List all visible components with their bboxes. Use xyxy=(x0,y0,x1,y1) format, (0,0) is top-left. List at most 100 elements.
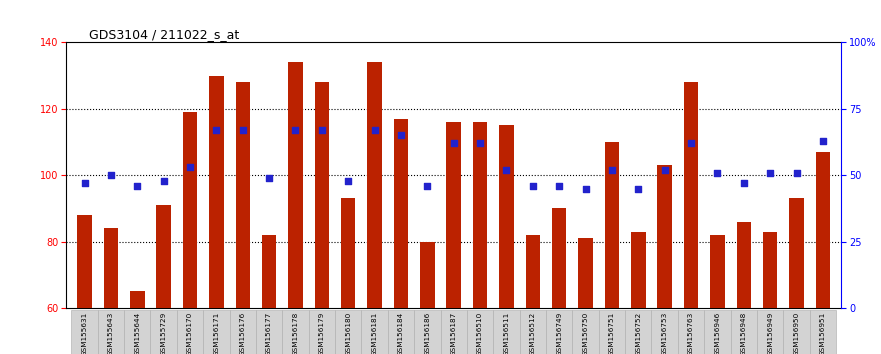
Bar xyxy=(182,112,197,308)
Point xyxy=(789,170,803,176)
Text: GSM156187: GSM156187 xyxy=(451,312,456,354)
Bar xyxy=(757,310,783,354)
Point xyxy=(763,170,777,176)
Text: GSM156763: GSM156763 xyxy=(688,312,694,354)
Bar xyxy=(361,310,388,354)
Point xyxy=(710,170,724,176)
Bar xyxy=(546,310,573,354)
Bar xyxy=(473,122,487,308)
Bar xyxy=(98,310,124,354)
Text: GSM156171: GSM156171 xyxy=(213,312,219,354)
Point xyxy=(183,164,197,170)
Bar xyxy=(493,310,520,354)
Bar xyxy=(631,232,646,308)
Bar xyxy=(704,310,730,354)
Text: GSM156178: GSM156178 xyxy=(292,312,299,354)
Bar xyxy=(315,82,329,308)
Bar xyxy=(71,310,98,354)
Point xyxy=(262,175,276,181)
Bar xyxy=(520,310,546,354)
Point xyxy=(367,127,381,133)
Point xyxy=(104,172,118,178)
Text: GSM156949: GSM156949 xyxy=(767,312,774,354)
Point xyxy=(605,167,619,173)
Text: GSM156179: GSM156179 xyxy=(319,312,325,354)
Bar xyxy=(789,199,803,308)
Bar xyxy=(626,310,651,354)
Text: GSM156749: GSM156749 xyxy=(556,312,562,354)
Text: GSM156752: GSM156752 xyxy=(635,312,641,354)
Point xyxy=(447,141,461,146)
Point xyxy=(420,183,434,189)
Bar xyxy=(177,310,204,354)
Bar xyxy=(157,205,171,308)
Bar xyxy=(573,310,599,354)
Point xyxy=(684,141,698,146)
Bar xyxy=(500,125,514,308)
Text: GSM155631: GSM155631 xyxy=(82,312,87,354)
Text: GSM156181: GSM156181 xyxy=(372,312,378,354)
Text: GSM156948: GSM156948 xyxy=(741,312,747,354)
Bar xyxy=(235,82,250,308)
Point xyxy=(236,127,250,133)
Bar xyxy=(204,310,230,354)
Bar xyxy=(388,310,414,354)
Bar xyxy=(124,310,151,354)
Bar xyxy=(810,310,836,354)
Text: GSM156510: GSM156510 xyxy=(478,312,483,354)
Text: GSM156184: GSM156184 xyxy=(398,312,404,354)
Bar xyxy=(394,119,408,308)
Text: GDS3104 / 211022_s_at: GDS3104 / 211022_s_at xyxy=(89,28,240,41)
Bar xyxy=(552,209,566,308)
Text: GSM156951: GSM156951 xyxy=(820,312,825,354)
Bar xyxy=(578,238,593,308)
Bar xyxy=(783,310,810,354)
Point xyxy=(341,178,355,183)
Bar xyxy=(467,310,493,354)
Bar xyxy=(308,310,335,354)
Point xyxy=(500,167,514,173)
Bar xyxy=(604,142,619,308)
Bar xyxy=(130,291,144,308)
Text: GSM156176: GSM156176 xyxy=(240,312,246,354)
Bar xyxy=(447,122,461,308)
Point xyxy=(657,167,671,173)
Point xyxy=(315,127,329,133)
Bar xyxy=(414,310,440,354)
Bar xyxy=(657,165,672,308)
Bar xyxy=(677,310,704,354)
Bar xyxy=(230,310,256,354)
Bar xyxy=(256,310,282,354)
Bar xyxy=(78,215,92,308)
Bar xyxy=(684,82,699,308)
Bar xyxy=(209,76,224,308)
Bar xyxy=(440,310,467,354)
Text: GSM156950: GSM156950 xyxy=(794,312,800,354)
Bar xyxy=(288,62,303,308)
Text: GSM155729: GSM155729 xyxy=(160,312,167,354)
Point xyxy=(130,183,144,189)
Text: GSM155644: GSM155644 xyxy=(134,312,140,354)
Text: GSM156753: GSM156753 xyxy=(662,312,668,354)
Point xyxy=(526,183,540,189)
Bar xyxy=(104,228,118,308)
Point xyxy=(157,178,171,183)
Point xyxy=(816,138,830,143)
Point xyxy=(552,183,566,189)
Bar xyxy=(420,241,434,308)
Bar xyxy=(282,310,308,354)
Bar xyxy=(341,199,356,308)
Text: GSM156186: GSM156186 xyxy=(425,312,430,354)
Text: GSM156946: GSM156946 xyxy=(714,312,721,354)
Bar xyxy=(737,222,751,308)
Text: GSM156511: GSM156511 xyxy=(503,312,509,354)
Bar xyxy=(816,152,830,308)
Text: GSM156751: GSM156751 xyxy=(609,312,615,354)
Point xyxy=(632,185,646,191)
Text: GSM156750: GSM156750 xyxy=(582,312,589,354)
Text: GSM156177: GSM156177 xyxy=(266,312,272,354)
Point xyxy=(473,141,487,146)
Text: GSM156512: GSM156512 xyxy=(529,312,536,354)
Bar xyxy=(151,310,177,354)
Text: GSM156180: GSM156180 xyxy=(345,312,352,354)
